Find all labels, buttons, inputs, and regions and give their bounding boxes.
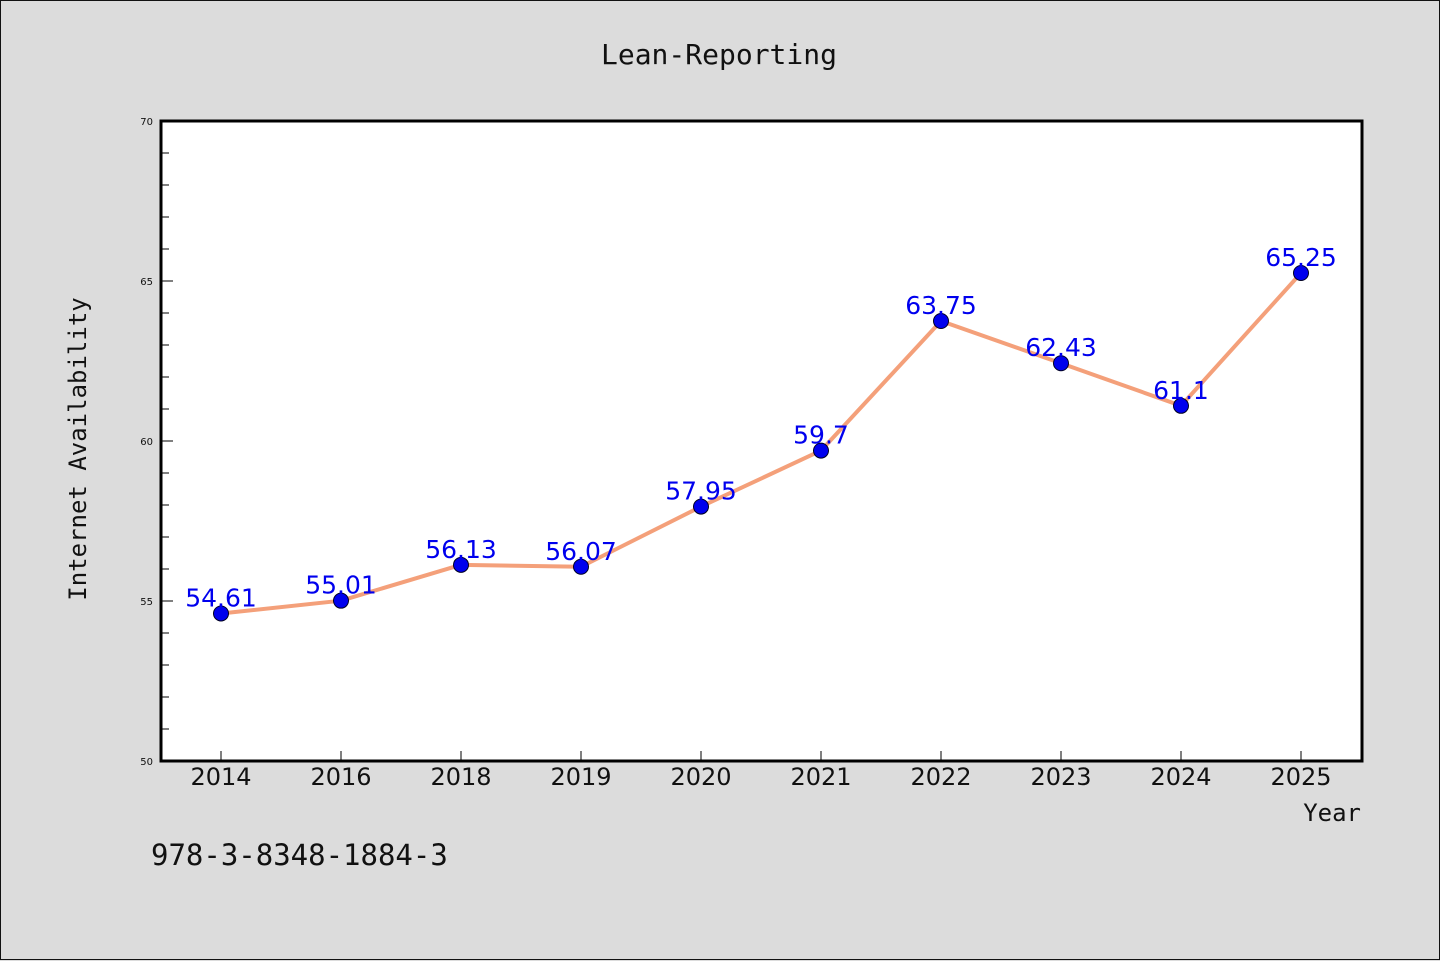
data-labels: 54.61 55.01 56.13 56.07 57.95 59.7 63.75 62.43 6… xyxy=(185,243,1337,612)
chart-title: Lean-Reporting xyxy=(601,38,837,71)
data-label: 57.95 xyxy=(665,477,737,506)
series-polyline xyxy=(219,271,1303,616)
plot-border xyxy=(159,119,1364,763)
data-label: 56.07 xyxy=(545,537,617,566)
y-tick-label: 50 xyxy=(140,757,153,768)
y-tick-label: 55 xyxy=(140,597,153,608)
data-label: 61.1 xyxy=(1153,376,1209,405)
data-label: 63.75 xyxy=(905,291,977,320)
x-axis-label: Year xyxy=(1303,799,1361,827)
data-label: 54.61 xyxy=(185,583,257,612)
data-label: 55.01 xyxy=(305,571,377,600)
y-axis-label: Internet Availability xyxy=(64,297,92,600)
data-point xyxy=(1053,355,1069,372)
x-tick-label: 2020 xyxy=(670,763,731,791)
x-tick-label: 2018 xyxy=(430,763,491,791)
series-line xyxy=(213,265,1309,622)
y-tick-label: 70 xyxy=(140,117,153,128)
data-label: 56.13 xyxy=(425,535,497,564)
x-tick-label: 2016 xyxy=(310,763,371,791)
data-label: 62.43 xyxy=(1025,333,1097,362)
data-label: 65.25 xyxy=(1265,243,1337,272)
data-point xyxy=(213,605,229,622)
data-point xyxy=(453,556,469,573)
x-axis: 2014 2016 2018 2019 2020 2021 2022 2023 2024 2025 xyxy=(190,751,1332,791)
x-tick-label: 2022 xyxy=(910,763,971,791)
data-point xyxy=(933,313,949,329)
x-tick-label: 2024 xyxy=(1150,763,1211,791)
footer-isbn: 978-3-8348-1884-3 xyxy=(151,838,448,872)
data-point xyxy=(1293,265,1309,281)
data-point xyxy=(573,558,589,575)
y-tick-label: 65 xyxy=(140,277,153,288)
plot-area xyxy=(161,121,1362,761)
data-point xyxy=(1173,397,1189,414)
data-point xyxy=(813,442,829,459)
data-point xyxy=(333,592,349,609)
x-tick-label: 2025 xyxy=(1270,763,1331,791)
x-tick-label: 2023 xyxy=(1030,763,1091,791)
data-label: 59.7 xyxy=(793,421,849,450)
x-tick-label: 2019 xyxy=(550,763,611,791)
y-tick-label: 60 xyxy=(140,437,153,448)
x-tick-label: 2014 xyxy=(190,763,251,791)
x-tick-label: 2021 xyxy=(790,763,851,791)
data-point xyxy=(693,498,709,515)
